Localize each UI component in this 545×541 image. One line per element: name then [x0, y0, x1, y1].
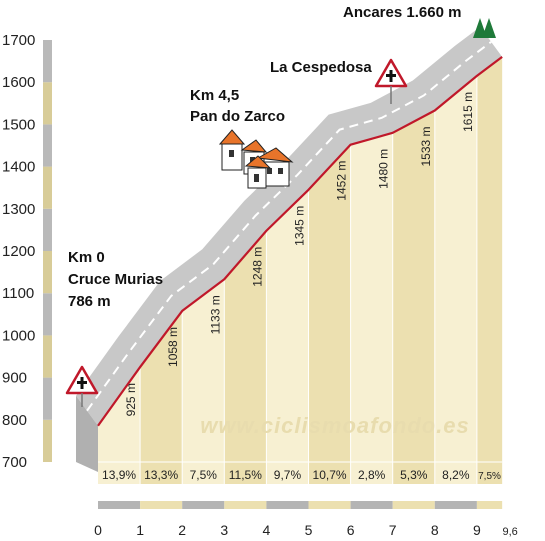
- start-place-label: Cruce Murias: [68, 271, 163, 288]
- x-tick-label: 8: [431, 522, 439, 538]
- y-scale-segment: [43, 293, 52, 336]
- x-tick-label: 4: [263, 522, 271, 538]
- gradient-label: 8,2%: [442, 468, 470, 482]
- profile-band: [308, 144, 351, 484]
- x-axis-segment: [182, 501, 225, 509]
- altitude-label: 1452 m: [335, 161, 349, 201]
- midpoint-place-label: Pan do Zarco: [190, 108, 285, 125]
- profile-band: [392, 110, 435, 484]
- x-axis-segment: [434, 501, 477, 509]
- start-altitude-label: 786 m: [68, 293, 111, 310]
- midpoint-km-label: Km 4,5: [190, 87, 239, 104]
- x-axis-segment: [98, 501, 141, 509]
- altitude-label: 1058 m: [166, 327, 180, 367]
- road-ribbon-side: [76, 395, 98, 472]
- gradient-label: 10,7%: [313, 468, 347, 482]
- x-tick-label: 9: [473, 522, 481, 538]
- y-scale-segment: [43, 377, 52, 420]
- gradient-label: 9,7%: [274, 468, 302, 482]
- village-icon: [218, 129, 294, 189]
- y-scale-segment: [43, 419, 52, 462]
- x-axis-segment: [308, 501, 351, 509]
- y-tick-labels: 700 800 900 1000 1100 1200 1300 1400 1500 1600 170…: [2, 32, 35, 471]
- x-axis-segment: [266, 501, 309, 509]
- profile-band: [182, 279, 225, 484]
- y-tick-label: 700: [2, 454, 27, 471]
- altitude-label: 1480 m: [377, 149, 391, 189]
- y-tick-label: 1100: [2, 285, 34, 302]
- road-ribbon-shape: [76, 26, 503, 426]
- gradient-label: 13,3%: [144, 468, 178, 482]
- y-tick-label: 1000: [2, 327, 35, 344]
- altitude-label: 1615 m: [461, 92, 475, 132]
- road-ribbon: [76, 26, 503, 472]
- y-scale-segment: [43, 208, 52, 251]
- x-axis-segment: [140, 501, 183, 509]
- x-tick-label: 0: [94, 522, 102, 538]
- y-tick-label: 1700: [2, 32, 35, 49]
- profile-band: [350, 132, 393, 484]
- y-scale-segment: [43, 40, 52, 83]
- altitude-label: 1133 m: [208, 295, 222, 334]
- gradient-label: 2,8%: [358, 468, 386, 482]
- y-scale-segment: [43, 82, 52, 125]
- y-tick-label: 1600: [2, 74, 35, 91]
- profile-band: [98, 367, 141, 484]
- y-scale-segment: [43, 124, 52, 167]
- profile-band: [476, 56, 503, 484]
- y-tick-label: 900: [2, 370, 27, 387]
- x-axis-segment: [224, 501, 267, 509]
- x-axis-segment: [392, 501, 435, 509]
- x-axis-segment: [350, 501, 393, 509]
- altitude-label: 1533 m: [419, 126, 433, 166]
- altitude-label: 925 m: [124, 383, 138, 416]
- y-tick-label: 1300: [2, 201, 35, 218]
- start-km-label: Km 0: [68, 249, 105, 266]
- altitude-label: 1345 m: [293, 206, 307, 246]
- y-tick-label: 1200: [2, 243, 35, 260]
- warning-sign-icon: [65, 365, 99, 407]
- road-center-dashes: [86, 41, 492, 412]
- gradient-label: 13,9%: [102, 468, 136, 482]
- altitude-label: 1248 m: [250, 247, 264, 287]
- warning-sign-icon: [374, 58, 408, 104]
- gradient-label: 11,5%: [229, 468, 262, 482]
- gradient-label: 7,5%: [478, 471, 501, 482]
- y-tick-label: 800: [2, 412, 27, 429]
- gradient-row: 13,9% 13,3% 7,5% 11,5% 9,7% 10,7% 2,8% 5,3% 8,2%…: [98, 461, 503, 482]
- profile-band: [266, 189, 309, 484]
- gradient-label: 5,3%: [400, 468, 428, 482]
- x-tick-label: 2: [178, 522, 186, 538]
- profile-line-group: [97, 56, 503, 427]
- y-tick-label: 1500: [2, 116, 35, 133]
- x-tick-label: 5: [305, 522, 313, 538]
- x-tick-label: 3: [220, 522, 228, 538]
- x-tick-label: 6: [347, 522, 355, 538]
- y-tick-label: 1400: [2, 159, 35, 176]
- x-axis-bar: [98, 501, 503, 509]
- y-scale-segment: [43, 166, 52, 209]
- profile-bands: [98, 56, 503, 485]
- x-tick-label: 7: [389, 522, 397, 538]
- y-scale-segment: [43, 335, 52, 378]
- profile-band: [434, 75, 477, 485]
- x-tick-label: 9,6: [503, 526, 518, 538]
- profile-band: [224, 230, 267, 484]
- summit-label: Ancares 1.660 m: [343, 4, 461, 21]
- summit-trees-icon: [473, 18, 496, 38]
- gradient-label: 7,5%: [190, 468, 218, 482]
- km-dividers: [139, 75, 478, 484]
- y-scale-segment: [43, 251, 52, 294]
- y-axis-scale: [43, 40, 52, 462]
- x-tick-labels: 0 1 2 3 4 5 6 7 8 9 9,6: [94, 522, 518, 538]
- cespedosa-label: La Cespedosa: [270, 59, 372, 76]
- x-tick-label: 1: [136, 522, 144, 538]
- altitude-labels: 925 m 1058 m 1133 m 1248 m 1345 m 1452 m 1480 …: [124, 92, 475, 417]
- profile-line: [97, 56, 503, 427]
- x-axis-segment: [476, 501, 503, 509]
- watermark: www.ciclismoafondo.es: [200, 413, 470, 438]
